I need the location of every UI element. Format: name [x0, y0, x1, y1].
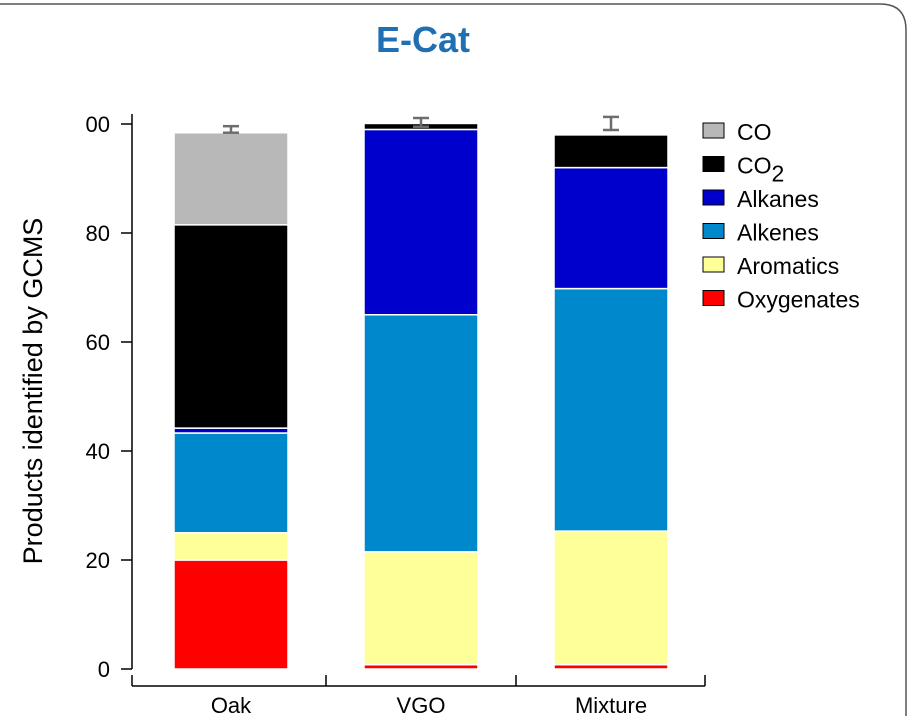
- legend-swatch: [702, 122, 725, 139]
- bar-segment-alkenes: [173, 432, 289, 534]
- bar-segment-aromatics: [553, 530, 669, 666]
- y-tick-label: 0: [98, 657, 110, 682]
- legend-label: CO2: [737, 153, 784, 187]
- bar-segment-aromatics: [363, 551, 479, 666]
- x-tick-label: VGO: [397, 693, 446, 716]
- legend-swatch: [702, 156, 725, 172]
- legend-label: Alkanes: [737, 186, 819, 212]
- legend-label-subscript: 2: [772, 161, 785, 187]
- bar-segment-co2: [173, 224, 289, 429]
- legend-swatch: [702, 223, 725, 239]
- legend-label: CO: [737, 119, 772, 145]
- chart-title: E-Cat: [376, 19, 470, 60]
- slide-border: [0, 3, 907, 716]
- x-tick-label: Mixture: [575, 693, 647, 716]
- bar-segment-alkanes: [553, 166, 669, 290]
- y-tick-label: 40: [86, 439, 110, 464]
- legend-swatch: [702, 256, 725, 273]
- legend-swatch: [702, 189, 725, 206]
- y-tick-label: 20: [86, 548, 110, 573]
- legend-label: Oxygenates: [737, 287, 860, 313]
- plot-area: 0 20 40 60 80 00 Oak VGO Mixture: [86, 112, 706, 716]
- bar-segment-co: [173, 131, 289, 226]
- y-tick-label: 60: [86, 330, 110, 355]
- legend-swatch: [702, 290, 725, 306]
- bar-segment-co2: [553, 134, 669, 169]
- bar-segment-aromatics: [173, 532, 289, 561]
- bar-segment-oxygenates: [173, 559, 289, 670]
- x-tick-label: Oak: [211, 693, 252, 716]
- legend-label: Alkenes: [737, 220, 819, 246]
- legend-label: Aromatics: [737, 253, 839, 279]
- bar-segment-alkenes: [363, 314, 479, 553]
- y-axis-label: Products identified by GCMS: [18, 218, 48, 565]
- y-tick-label: 80: [86, 221, 110, 246]
- bar-segment-alkanes: [363, 128, 479, 316]
- y-tick-label: 00: [86, 112, 110, 137]
- bar-segment-alkenes: [553, 287, 669, 532]
